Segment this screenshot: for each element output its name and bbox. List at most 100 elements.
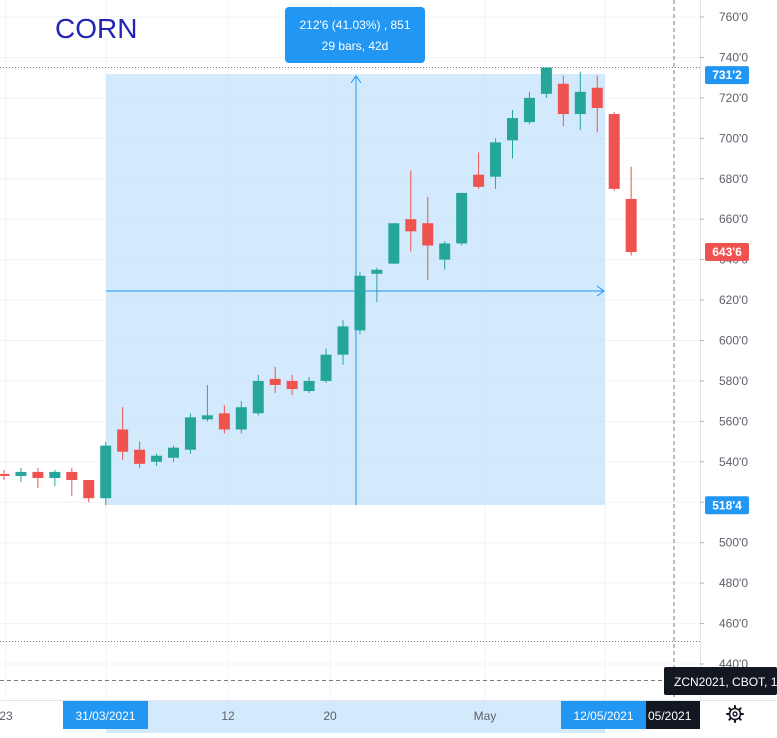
candle bbox=[388, 223, 400, 264]
candle bbox=[320, 348, 332, 383]
candle-body bbox=[66, 471, 78, 481]
candle-body bbox=[252, 380, 264, 414]
candle bbox=[269, 366, 281, 394]
candle bbox=[286, 374, 298, 396]
candle bbox=[625, 166, 637, 256]
candle-body bbox=[100, 445, 112, 499]
range-start-date-label-bg bbox=[63, 701, 148, 729]
candle-body bbox=[557, 83, 569, 115]
candle bbox=[540, 67, 552, 98]
candle bbox=[15, 467, 27, 483]
crosshair-date-label: 05/2021 bbox=[648, 709, 692, 723]
candle-body bbox=[473, 174, 485, 187]
candle bbox=[134, 441, 146, 468]
candle bbox=[184, 413, 196, 454]
candle-body bbox=[422, 223, 434, 246]
candle-body bbox=[286, 380, 298, 390]
time-tick-label: 20 bbox=[323, 709, 337, 723]
candle-body bbox=[218, 413, 230, 430]
candle-body bbox=[574, 91, 586, 115]
candle-body bbox=[201, 415, 213, 420]
gear-icon[interactable] bbox=[726, 705, 744, 723]
candle bbox=[608, 112, 620, 191]
price-tick-label: 500'0 bbox=[719, 536, 748, 550]
price-tick-label: 700'0 bbox=[719, 131, 748, 145]
candle bbox=[303, 376, 315, 394]
candle-body bbox=[83, 480, 95, 499]
price-tick-label: 740'0 bbox=[719, 50, 748, 64]
candle-body bbox=[32, 471, 44, 478]
candle bbox=[473, 152, 485, 189]
candle-body bbox=[269, 378, 281, 385]
candle bbox=[337, 320, 349, 365]
price-tick-label: 720'0 bbox=[719, 91, 748, 105]
candle bbox=[422, 196, 434, 280]
price-tick-label: 560'0 bbox=[719, 414, 748, 428]
candle bbox=[151, 453, 163, 466]
candle-body bbox=[523, 97, 535, 123]
price-label-badge bbox=[705, 496, 749, 515]
price-label-text: 731'2 bbox=[712, 68, 742, 82]
candle bbox=[235, 401, 247, 434]
candle bbox=[0, 469, 10, 481]
measure-tooltip bbox=[285, 7, 425, 63]
candle bbox=[252, 374, 264, 416]
candle bbox=[83, 480, 95, 503]
candle bbox=[201, 384, 213, 422]
candle-body bbox=[184, 417, 196, 450]
candle bbox=[456, 192, 468, 246]
candle-body bbox=[0, 473, 10, 476]
candle bbox=[439, 241, 451, 270]
price-tick-label: 540'0 bbox=[719, 455, 748, 469]
price-tick-label: 680'0 bbox=[719, 172, 748, 186]
candle bbox=[32, 467, 44, 489]
candles bbox=[0, 67, 637, 506]
time-axis-range-highlight bbox=[106, 701, 605, 733]
price-axis-background bbox=[700, 0, 777, 700]
candle bbox=[557, 75, 569, 127]
candle-body bbox=[388, 223, 400, 264]
price-tick-label: 620'0 bbox=[719, 293, 748, 307]
candle-body bbox=[134, 449, 146, 464]
candle-body bbox=[320, 354, 332, 381]
range-start-date-label: 31/03/2021 bbox=[75, 709, 135, 723]
candle-body bbox=[49, 471, 61, 478]
range-end-date-label: 12/05/2021 bbox=[573, 709, 633, 723]
candle-body bbox=[456, 192, 468, 244]
candle bbox=[168, 445, 179, 462]
candle-body bbox=[303, 380, 315, 392]
candle bbox=[574, 71, 586, 131]
candle-body bbox=[490, 142, 502, 177]
price-tick-label: 600'0 bbox=[719, 334, 748, 348]
price-label-text: 518'4 bbox=[712, 498, 742, 512]
price-tick-label: 660'0 bbox=[719, 212, 748, 226]
measure-vertical-arrowhead bbox=[350, 75, 362, 84]
candle-body bbox=[354, 275, 366, 331]
candle bbox=[117, 407, 129, 460]
candle bbox=[405, 170, 417, 252]
candle bbox=[100, 441, 112, 506]
price-label-text: 643'6 bbox=[712, 245, 742, 259]
price-tick-label: 580'0 bbox=[719, 374, 748, 388]
candle-body bbox=[15, 471, 27, 476]
candle bbox=[218, 405, 230, 434]
candle bbox=[371, 267, 383, 303]
candle-body bbox=[337, 326, 349, 355]
candle bbox=[507, 110, 518, 159]
candle bbox=[591, 75, 603, 133]
symbol-badge-bg bbox=[664, 667, 777, 695]
time-tick-label: 23 bbox=[0, 709, 13, 723]
candle bbox=[354, 271, 366, 335]
measure-horizontal-arrowhead bbox=[596, 285, 605, 297]
measure-tooltip-line2: 29 bars, 42d bbox=[322, 39, 389, 53]
candle bbox=[490, 138, 502, 189]
candle-body bbox=[608, 114, 620, 189]
measure-tooltip-line1: 212'6 (41.03%) , 851 bbox=[299, 18, 410, 32]
candle bbox=[523, 91, 535, 125]
price-tick-label: 460'0 bbox=[719, 617, 748, 631]
price-tick-label: 480'0 bbox=[719, 576, 748, 590]
candle-body bbox=[591, 87, 603, 108]
crosshair-date-label-bg bbox=[646, 701, 700, 729]
